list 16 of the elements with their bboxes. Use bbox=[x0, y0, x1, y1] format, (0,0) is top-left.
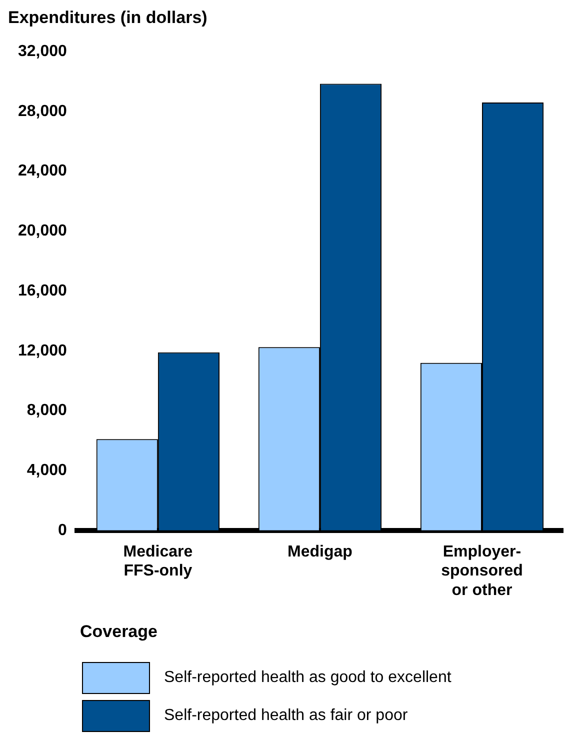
legend-label: Self-reported health as fair or poor bbox=[164, 707, 408, 725]
y-tick-label: 16,000 bbox=[18, 282, 68, 300]
y-tick-label: 24,000 bbox=[18, 162, 68, 180]
x-tick-label: Employer- sponsored or other bbox=[441, 543, 523, 599]
y-tick-label: 28,000 bbox=[18, 102, 68, 120]
y-tick-label: 32,000 bbox=[18, 43, 68, 60]
y-tick-label: 20,000 bbox=[18, 222, 68, 240]
x-tick-label: Medicare FFS-only bbox=[123, 543, 193, 580]
y-tick-label: 4,000 bbox=[26, 462, 68, 479]
x-tick-label: Medigap bbox=[288, 543, 353, 560]
x-axis-title: Coverage bbox=[80, 622, 158, 642]
legend-label: Self-reported health as good to excellent bbox=[164, 669, 452, 687]
y-tick-label: 0 bbox=[58, 522, 68, 539]
y-tick-label: 12,000 bbox=[18, 342, 68, 360]
y-tick-label: 8,000 bbox=[26, 402, 68, 420]
y-axis-title: Expenditures (in dollars) bbox=[8, 8, 208, 29]
